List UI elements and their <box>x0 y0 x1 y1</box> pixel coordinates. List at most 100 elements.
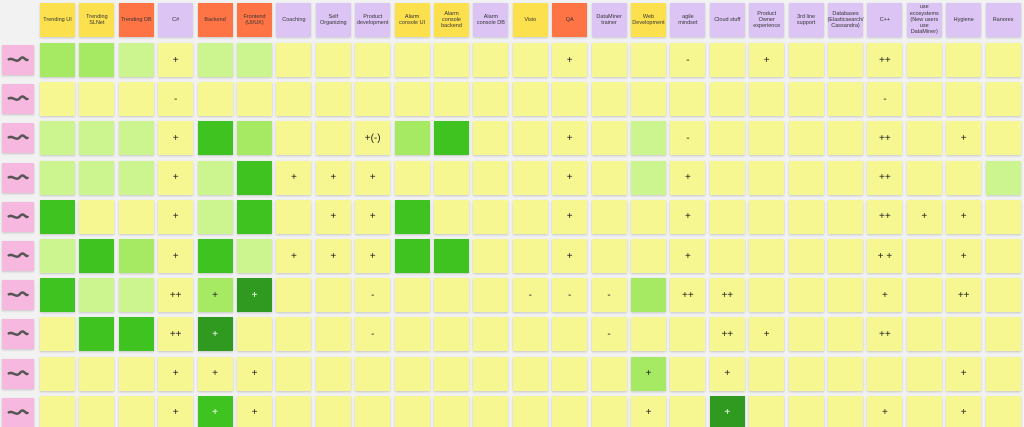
scribble <box>7 134 30 141</box>
skill-cell <box>40 43 75 77</box>
cell-text: + <box>212 289 219 301</box>
skill-cell <box>394 121 430 156</box>
cell-text: - <box>568 289 572 301</box>
skill-cell <box>867 356 903 391</box>
cell-text: + <box>369 211 376 223</box>
skill-cell <box>118 199 154 234</box>
skill-cell <box>591 356 627 391</box>
skill-cell: + <box>670 239 706 273</box>
skill-cell <box>749 239 785 273</box>
skill-cell <box>40 199 75 234</box>
row-label-note <box>2 319 34 350</box>
header-label: C# <box>172 16 180 23</box>
skill-cell <box>512 82 548 117</box>
skill-cell <box>631 82 666 117</box>
skill-cell <box>473 82 509 117</box>
header-label: Product development <box>356 13 389 26</box>
skill-cell: - <box>591 278 627 313</box>
row-label-note <box>2 123 34 154</box>
header-label: Ranorex <box>992 16 1014 23</box>
header-label: use ecosystems (New users use DataMiner) <box>909 4 939 36</box>
row-label-note <box>2 84 34 115</box>
skill-cell <box>276 121 312 156</box>
skill-cell <box>394 43 430 77</box>
skill-cell <box>237 239 272 273</box>
cell-text: + <box>763 54 770 66</box>
skill-cell: + <box>670 160 706 195</box>
skill-cell: - <box>591 317 627 352</box>
header-label: Hygiene <box>953 16 974 23</box>
row-label-note <box>2 280 34 311</box>
cell-text: + <box>684 172 691 184</box>
cell-text: ++ <box>957 289 970 301</box>
cell-text: ++ <box>879 54 891 66</box>
header-label: Alarm console UI <box>399 13 426 26</box>
skill-cell <box>118 239 154 273</box>
skill-cell <box>709 121 745 156</box>
cell-text: + <box>212 407 219 419</box>
skill-cell: + <box>197 395 233 427</box>
skill-cell <box>828 317 863 352</box>
skill-cell <box>985 395 1021 427</box>
skill-cell <box>315 43 351 77</box>
skill-cell <box>906 121 942 156</box>
skill-cell: + <box>552 43 588 77</box>
skill-cell <box>40 239 75 273</box>
skill-cell <box>197 82 233 117</box>
column-header: Alarm console UI <box>394 3 430 37</box>
header-label: C++ <box>879 16 891 23</box>
skill-cell <box>434 82 469 117</box>
skill-cell <box>788 43 824 77</box>
scribble <box>7 95 30 102</box>
header-label: Databases (Elasticsearch/ Cassandra) <box>827 10 864 30</box>
skill-cell <box>473 160 509 195</box>
skill-cell <box>394 82 430 117</box>
skill-cell: + <box>355 160 391 195</box>
cell-text: + <box>172 368 179 380</box>
cell-text: + <box>172 211 179 223</box>
header-label: Frontend (UI/UX) <box>243 13 266 26</box>
skill-cell: + <box>315 199 351 234</box>
skill-cell: + <box>946 121 982 156</box>
cell-text: + <box>645 368 652 380</box>
cell-text: + <box>566 172 573 184</box>
cell-text: ++ <box>721 328 734 340</box>
cell-text: + <box>251 407 258 419</box>
skill-cell <box>591 121 627 156</box>
cell-text: + <box>251 289 258 301</box>
skill-cell: + <box>709 356 745 391</box>
header-label: Backend <box>204 16 226 23</box>
skill-cell <box>355 43 391 77</box>
skill-cell <box>906 82 942 117</box>
skill-cell <box>985 356 1021 391</box>
cell-text: - <box>607 289 611 301</box>
column-header: Product development <box>355 3 391 37</box>
scribble <box>7 291 30 298</box>
skill-cell: ++ <box>709 317 745 352</box>
skill-cell <box>79 160 115 195</box>
column-header: Hygiene <box>946 3 982 37</box>
skill-cell <box>591 395 627 427</box>
column-header: 3rd line support <box>788 3 824 37</box>
cell-text: ++ <box>682 289 694 301</box>
scribble <box>7 330 30 337</box>
skill-cell: - <box>670 121 706 156</box>
column-header: Product Owner experience <box>749 3 785 37</box>
skill-cell <box>591 160 627 195</box>
skill-cell <box>315 121 351 156</box>
skill-cell <box>473 395 509 427</box>
skill-cell <box>828 82 863 117</box>
skill-cell: + <box>276 239 312 273</box>
skill-cell: + <box>158 395 194 427</box>
skill-cell: + <box>946 356 982 391</box>
cell-text: - <box>686 132 690 144</box>
skill-cell <box>473 278 509 313</box>
skill-cell: ++ <box>158 317 194 352</box>
skill-cell <box>709 199 745 234</box>
skill-cell: - <box>670 43 706 77</box>
skill-cell <box>591 43 627 77</box>
skill-cell <box>552 356 588 391</box>
cell-text: + <box>172 407 179 419</box>
skill-cell <box>552 317 588 352</box>
